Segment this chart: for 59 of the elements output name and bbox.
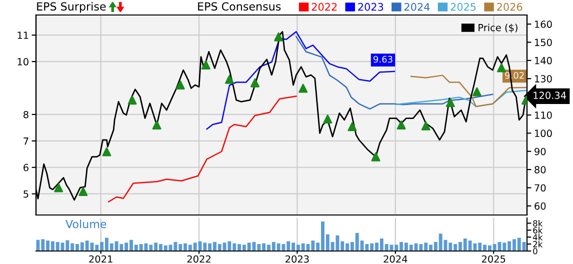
point [224, 74, 234, 84]
y2-tick-label: 100 [535, 130, 552, 138]
y2-tick-label: 110 [535, 111, 552, 119]
point [396, 120, 406, 130]
y-tick-label: 7 [24, 138, 28, 145]
x-tick-label: 2025 [482, 255, 506, 263]
y2-tick-label: 70 [534, 184, 546, 192]
point [348, 122, 357, 132]
point [176, 80, 185, 90]
x-tick-label: 2021 [89, 255, 112, 263]
point [371, 152, 380, 162]
point [274, 32, 284, 42]
y-tick-label: 5 [24, 190, 28, 198]
y2-tick-label: 90 [534, 148, 546, 156]
line-series [206, 31, 396, 130]
point [421, 121, 430, 130]
y-tick-label: 6 [24, 164, 28, 172]
annotation: Volume [66, 220, 106, 228]
x-tick-label: 2023 [286, 255, 309, 263]
y-tick-label: 10 [18, 58, 28, 66]
text: EPS Surprise [37, 2, 106, 13]
y2-tick-label: 80 [534, 166, 546, 174]
y-tick-label: 8k [533, 220, 543, 226]
point [78, 187, 88, 196]
point [250, 78, 260, 88]
point [102, 147, 112, 156]
line-series [108, 96, 297, 202]
y2-tick-label: 150 [535, 38, 552, 46]
legend-label: Price ($) [478, 24, 518, 33]
point [152, 120, 162, 130]
y2-tick-label: 130 [535, 75, 552, 82]
point [128, 96, 137, 105]
point [446, 98, 455, 108]
y2-tick-label: 60 [534, 202, 546, 210]
y-tick-label: 6k [533, 226, 543, 234]
y-tick-label: 2k [533, 240, 543, 248]
data-label: 9.63 [374, 56, 392, 63]
legend-label: 2022 [312, 2, 337, 11]
data-label: 120.34 [534, 92, 566, 100]
legend-label: 2024 [404, 2, 430, 11]
y-tick-label: 4k [532, 234, 543, 240]
text: EPS Consensus [198, 2, 281, 11]
y2-tick-label: 140 [535, 56, 552, 64]
legend-label: 2023 [358, 2, 384, 11]
x-tick-label: 2024 [384, 255, 408, 263]
point [496, 63, 506, 72]
y2-tick-label: 160 [535, 20, 552, 28]
y-tick-label: 8 [24, 110, 28, 118]
y-tick-label: 0 [533, 248, 538, 254]
legend-label: 2026 [497, 2, 522, 11]
point [323, 114, 332, 124]
point [201, 60, 210, 70]
point [54, 183, 64, 192]
line-series [296, 36, 494, 110]
point [298, 84, 308, 93]
point [472, 87, 482, 96]
y-tick-label: 11 [18, 32, 28, 39]
legend-label: 2025 [450, 2, 476, 11]
x-tick-label: 2022 [187, 255, 210, 263]
